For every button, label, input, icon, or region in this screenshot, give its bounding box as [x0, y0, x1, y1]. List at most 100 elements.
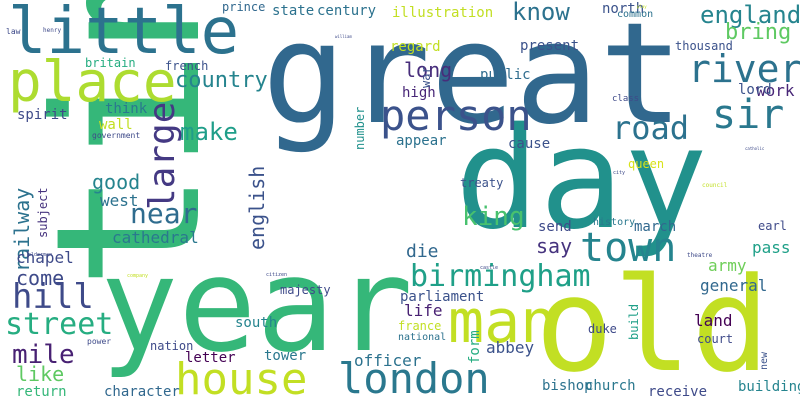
word-great: great — [262, 0, 684, 156]
word-town: town — [580, 225, 677, 271]
word-government: government — [92, 131, 141, 140]
word-person: person — [380, 91, 532, 140]
word-spirit: spirit — [17, 107, 68, 123]
word-cause: cause — [508, 136, 551, 152]
word-form: form — [467, 330, 483, 364]
word-state: state — [272, 3, 315, 19]
word-north: north — [602, 1, 645, 17]
word-thousand: thousand — [675, 39, 733, 53]
word-lord: lord — [738, 82, 772, 98]
word-illustration: illustration — [392, 5, 494, 21]
word-regard: regard — [390, 39, 441, 55]
word-present: present — [520, 38, 580, 54]
word-know: know — [512, 0, 570, 26]
word-come: come — [16, 266, 65, 290]
word-appear: appear — [396, 133, 447, 149]
word-city: city — [613, 170, 626, 176]
word-century: century — [317, 3, 377, 19]
word-cathedral: cathedral — [112, 228, 199, 247]
word-class: class — [612, 94, 640, 104]
word-man: man — [448, 287, 557, 357]
word-treaty: treaty — [460, 176, 504, 190]
word-prince: prince — [222, 0, 266, 14]
word-william: william — [335, 34, 352, 39]
word-bishop: bishop — [542, 378, 593, 394]
word-birmingham: birmingham — [410, 259, 591, 294]
word-sir: sir — [712, 92, 785, 138]
word-mile: mile — [12, 340, 75, 370]
word-bring: bring — [725, 20, 792, 45]
word-britain: britain — [85, 56, 136, 70]
word-council: council — [702, 182, 728, 189]
word-die: die — [406, 241, 439, 262]
word-earl: earl — [758, 219, 787, 233]
word-receive: receive — [648, 384, 708, 400]
word-tower: tower — [264, 348, 307, 364]
word-letter: letter — [185, 350, 236, 366]
word-road: road — [612, 109, 690, 147]
word-character: character — [104, 384, 180, 400]
word-army: army — [708, 256, 747, 275]
word-march: march — [634, 219, 677, 235]
word-law: law — [6, 27, 21, 36]
word-land: land — [694, 311, 733, 330]
word-house: house — [175, 354, 308, 400]
word-new: new — [759, 351, 770, 370]
word-high: high — [402, 85, 436, 101]
word-long: long — [404, 58, 453, 82]
word-hill: hill — [12, 277, 94, 317]
word-return: return — [16, 384, 67, 400]
word-citizen: citizen — [266, 272, 288, 278]
word-south: south — [235, 315, 278, 331]
word-french: french — [165, 59, 209, 73]
word-work: work — [756, 81, 795, 100]
word-public: public — [480, 67, 531, 83]
word-chapel: chapel — [16, 248, 74, 267]
word-court: court — [697, 332, 734, 346]
word-parliament: parliament — [400, 289, 485, 305]
word-common: common — [617, 9, 654, 20]
word-nation: nation — [150, 339, 194, 353]
word-queen: queen — [628, 157, 665, 171]
word-king: king — [462, 202, 525, 232]
word-war: war — [419, 66, 433, 88]
word-large: large — [142, 101, 183, 210]
word-church: church — [585, 378, 636, 394]
word-england: england — [700, 1, 800, 29]
word-history: history — [593, 217, 636, 228]
word-little: little — [8, 0, 240, 69]
word-henry: henry — [43, 27, 62, 34]
word-street: street — [5, 307, 114, 342]
word-west: west — [100, 191, 139, 210]
word-like: like — [16, 362, 65, 386]
word-subject: subject — [36, 187, 50, 238]
word-think: think — [105, 101, 148, 117]
word-day: day — [455, 98, 708, 261]
word-good: good — [92, 170, 141, 194]
word-say: say — [536, 234, 573, 258]
word-abbey: abbey — [486, 338, 535, 357]
word-officer: officer — [354, 351, 422, 370]
word-duke: duke — [588, 322, 617, 336]
word-wall: wall — [99, 117, 133, 133]
word-france: france — [398, 319, 442, 333]
word-theatre: theatre — [687, 252, 713, 259]
word-old: old — [535, 249, 770, 400]
word-building: building — [738, 379, 800, 395]
word-majesty: majesty — [280, 283, 331, 297]
word-life: life — [404, 301, 443, 320]
word-year: year — [100, 229, 414, 381]
word-place: place — [8, 50, 177, 115]
word-english: english — [245, 165, 269, 250]
word-london: london — [338, 354, 490, 400]
word-power: power — [87, 337, 112, 346]
word-company: company — [127, 273, 149, 279]
word-send: send — [538, 219, 572, 235]
word-national: national — [398, 332, 447, 343]
word-alderman: alderman — [28, 252, 53, 258]
word-general: general — [700, 276, 768, 295]
word-play: play — [637, 4, 647, 9]
word-near: near — [130, 197, 198, 230]
word-catholic: catholic — [745, 146, 765, 151]
word-pass: pass — [752, 238, 791, 257]
